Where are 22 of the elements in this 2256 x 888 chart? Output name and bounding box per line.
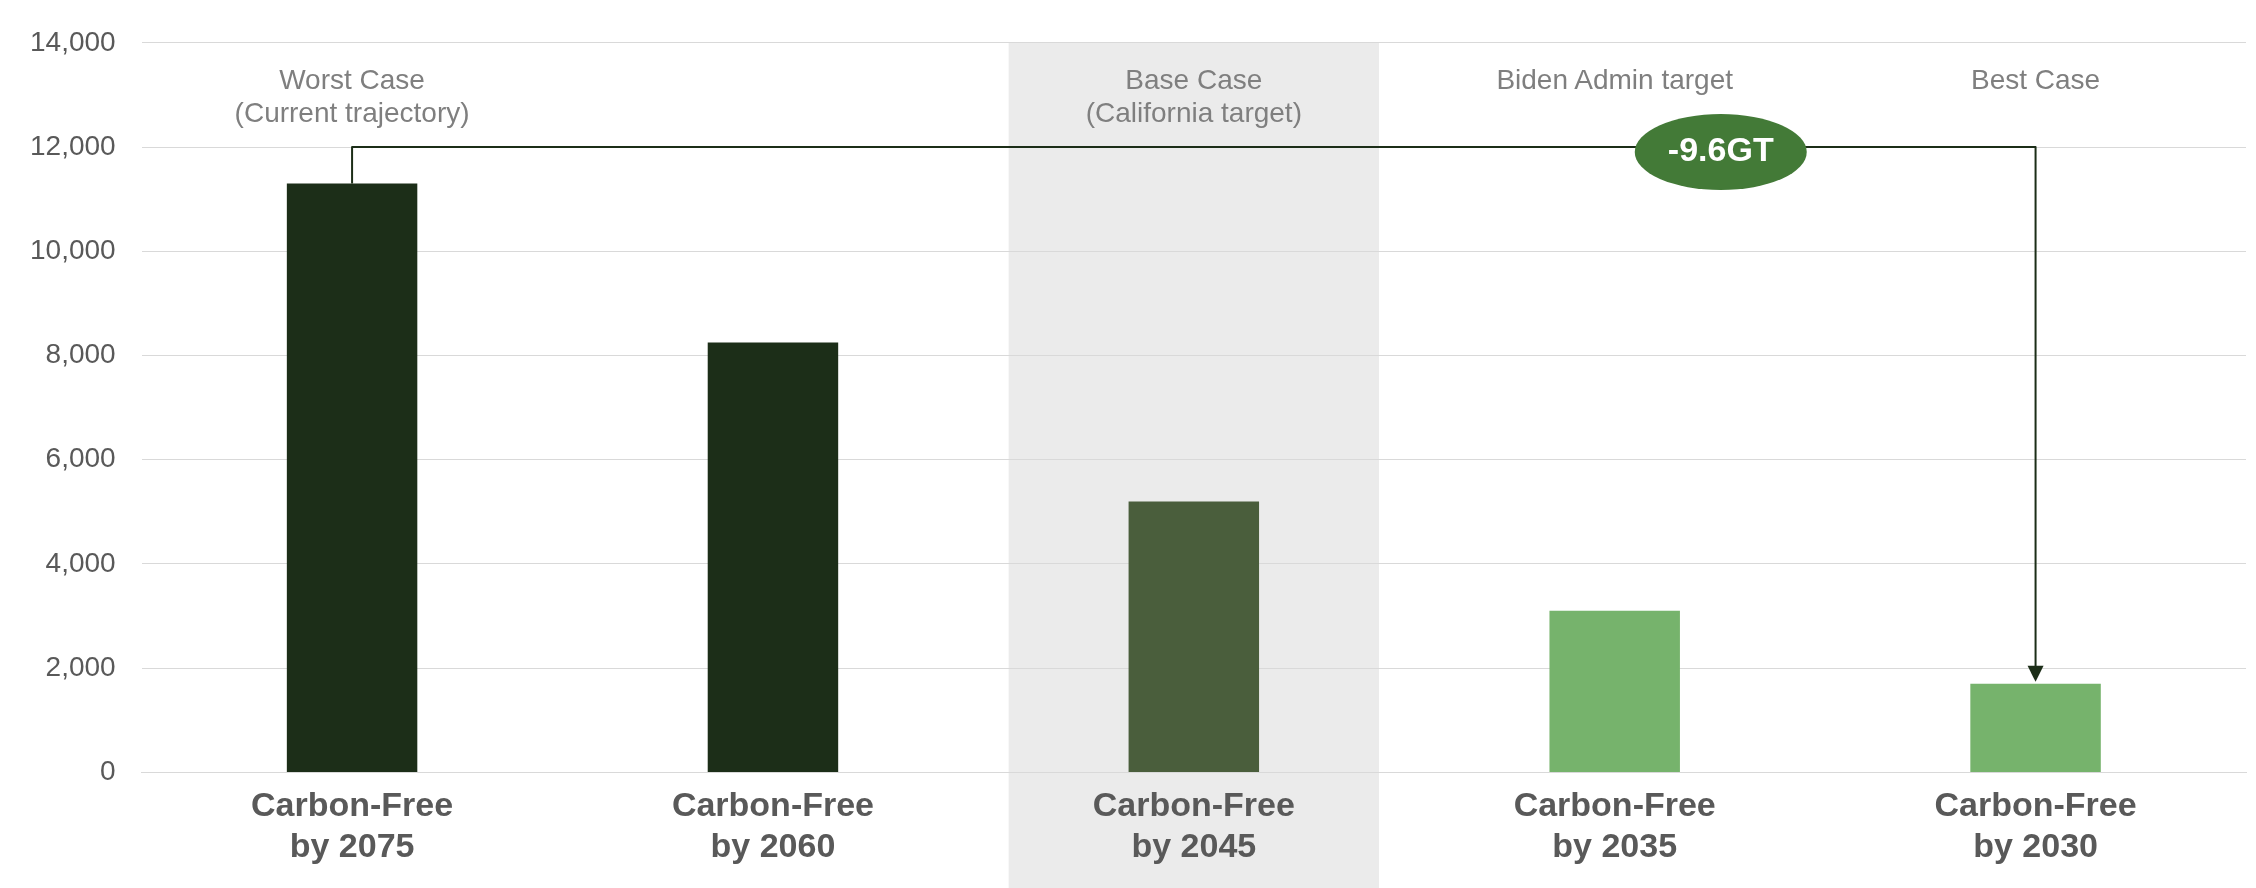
y-tick-label: 8,000 bbox=[45, 338, 116, 370]
x-tick-label: Carbon-Free by 2075 bbox=[251, 785, 454, 864]
x-tick-label: Carbon-Free by 2030 bbox=[1934, 785, 2137, 864]
y-tick-label: 4,000 bbox=[45, 546, 116, 578]
x-tick-label: Carbon-Free by 2045 bbox=[1092, 785, 1295, 864]
annotation: Best Case bbox=[1970, 63, 2101, 95]
annotation: Worst Case (Current trajectory) bbox=[234, 63, 470, 128]
bar bbox=[1128, 501, 1260, 772]
y-tick-label: 14,000 bbox=[30, 25, 116, 57]
y-tick-label: 10,000 bbox=[30, 233, 116, 265]
y-tick-label: 6,000 bbox=[45, 442, 116, 474]
bar bbox=[1970, 683, 2101, 772]
y-tick-label: 0 bbox=[100, 755, 116, 787]
x-tick-label: Carbon-Free by 2035 bbox=[1513, 785, 1716, 864]
annotation: -9.6GT bbox=[1667, 130, 1774, 169]
annotation: Base Case (California target) bbox=[1085, 63, 1302, 128]
annotation: Biden Admin target bbox=[1496, 63, 1734, 95]
bar bbox=[707, 342, 839, 772]
y-tick-label: 12,000 bbox=[30, 129, 116, 161]
bar bbox=[1549, 610, 1680, 772]
x-tick-label: Carbon-Free by 2060 bbox=[671, 785, 875, 864]
y-tick-label: 2,000 bbox=[45, 650, 116, 682]
